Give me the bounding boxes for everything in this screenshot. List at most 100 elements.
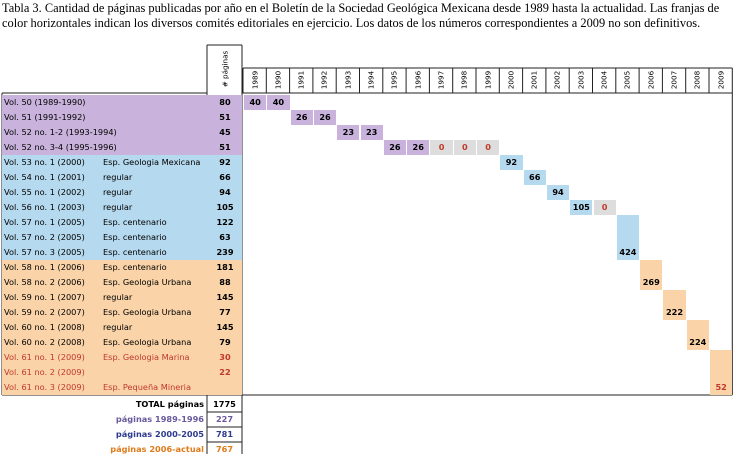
year-page-cell: 92: [500, 155, 523, 170]
year-header-2002: 2002: [546, 68, 569, 92]
year-header-label: 2001: [529, 70, 539, 90]
year-header-label: 1996: [413, 70, 423, 90]
page-count: 105: [216, 202, 234, 212]
year-header-2006: 2006: [639, 68, 662, 92]
year-page-cell: 23: [360, 125, 383, 140]
year-header-label: 1990: [273, 70, 283, 90]
year-header-2005: 2005: [616, 68, 639, 92]
year-page-cell: 52: [710, 350, 733, 395]
year-header-label: 2004: [599, 70, 609, 90]
year-page-value: 26: [319, 112, 331, 122]
table-row: Vol. 60 no. 1 (2008) regular 145: [2, 320, 242, 335]
year-page-cell: 0: [477, 140, 500, 155]
volume-label: Vol. 58 no. 1 (2006): [4, 262, 85, 272]
year-page-cell: 40: [244, 95, 267, 110]
issue-type: regular: [103, 202, 133, 212]
year-header-label: 1998: [459, 70, 469, 90]
table-row: Vol. 61 no. 3 (2009) Esp. Pequeña Mineria: [2, 380, 242, 395]
summary-value: 767: [215, 444, 234, 454]
table-row: Vol. 54 no. 1 (2001) regular 66: [2, 170, 242, 185]
year-page-value: 0: [485, 142, 491, 152]
year-page-value: 269: [642, 277, 660, 287]
volume-label: Vol. 57 no. 2 (2005): [4, 232, 85, 242]
year-page-cell: 105: [570, 200, 593, 215]
volume-label: Vol. 50 (1989-1990): [4, 97, 86, 107]
table-row: Vol. 59 no. 1 (2007) regular 145: [2, 290, 242, 305]
issue-type: Esp. centenario: [103, 247, 167, 257]
year-header-label: 2009: [716, 70, 725, 90]
year-header-1995: 1995: [383, 68, 406, 92]
volume-label: Vol. 54 no. 1 (2001): [4, 172, 85, 182]
year-header-label: 1989: [250, 70, 259, 90]
table-row: Vol. 56 no. 1 (2003) regular 105: [2, 200, 242, 215]
page-count: 122: [216, 217, 234, 227]
year-header-1996: 1996: [406, 68, 429, 92]
pages-column-header-label: # páginas: [220, 50, 229, 88]
year-page-value: 0: [601, 202, 608, 212]
year-page-value: 26: [412, 142, 424, 152]
summary-label: páginas 1989-1996: [115, 414, 204, 424]
table-row: Vol. 52 no. 1-2 (1993-1994) 45: [2, 125, 242, 140]
year-header-label: 1997: [436, 70, 446, 90]
volume-label: Vol. 53 no. 1 (2000): [4, 157, 85, 167]
year-header-label: 1992: [319, 70, 329, 90]
volume-label: Vol. 57 no. 1 (2005): [4, 217, 85, 227]
page-count: 181: [216, 262, 234, 272]
year-page-value: 0: [438, 142, 445, 152]
year-header-label: 1999: [483, 70, 492, 90]
year-page-cell: 26: [290, 110, 313, 125]
pages-column-header: # páginas: [207, 45, 242, 93]
year-page-value: 23: [342, 127, 355, 137]
page-count: 45: [219, 127, 231, 137]
year-header-1990: 1990: [266, 68, 289, 92]
page-count: 79: [219, 337, 231, 347]
year-page-cell: 23: [337, 125, 360, 140]
year-page-cell: 0: [593, 200, 616, 215]
year-page-cell: 26: [313, 110, 337, 125]
year-header-2007: 2007: [662, 68, 685, 92]
issue-type: Esp. Geologia Urbana: [103, 277, 192, 287]
table-row: Vol. 61 no. 2 (2009) 22: [2, 365, 242, 380]
year-header-label: 1993: [343, 70, 353, 90]
year-page-value: 94: [552, 187, 564, 197]
summary-value: 227: [215, 414, 234, 424]
page-count: 92: [219, 157, 231, 167]
year-page-cell: 26: [407, 140, 430, 155]
year-header-1993: 1993: [336, 68, 359, 92]
summary-label: páginas 2006-actual: [110, 444, 204, 454]
year-header-1997: 1997: [429, 68, 452, 92]
summary-value: 1775: [213, 399, 236, 409]
year-page-value: 222: [665, 307, 684, 317]
year-header-1999: 1999: [476, 68, 499, 92]
year-page-value: 26: [296, 112, 308, 122]
year-page-value: 40: [249, 97, 261, 107]
table-row: Vol. 58 no. 2 (2006) Esp. Geologia Urbana…: [2, 275, 242, 290]
year-page-cell: 224: [686, 320, 709, 350]
year-header-label: 2007: [669, 70, 679, 90]
year-page-cell: 222: [663, 290, 686, 320]
year-header-label: 2003: [576, 70, 586, 90]
volume-label: Vol. 61 no. 1 (2009): [4, 352, 85, 362]
page-count: 30: [219, 352, 231, 362]
table-row: Vol. 57 no. 2 (2005) Esp. centenario 63: [2, 230, 242, 245]
year-page-value: 92: [505, 157, 518, 167]
year-page-cell: 0: [430, 140, 453, 155]
volume-label: Vol. 51 (1991-1992): [4, 112, 86, 122]
year-header-label: 2002: [552, 70, 562, 90]
page-count: 94: [219, 187, 231, 197]
year-header-label: 2008: [692, 70, 702, 90]
year-header-label: 1991: [296, 70, 306, 90]
year-header-1994: 1994: [360, 68, 383, 92]
year-page-cell: 66: [523, 170, 546, 185]
table-caption: Tabla 3. Cantidad de páginas publicadas …: [2, 1, 720, 30]
page-count: 88: [219, 277, 231, 287]
volume-label: Vol. 60 no. 2 (2008): [4, 337, 85, 347]
year-header-2000: 2000: [499, 68, 522, 92]
table-row: Vol. 57 no. 1 (2005) Esp. centenario 122: [2, 215, 242, 230]
page-count: 51: [219, 112, 231, 122]
volume-label: Vol. 52 no. 3-4 (1995-1996): [4, 142, 117, 152]
year-page-cell: 94: [546, 185, 570, 200]
year-header-1998: 1998: [453, 68, 476, 92]
page-count: 63: [219, 232, 231, 242]
